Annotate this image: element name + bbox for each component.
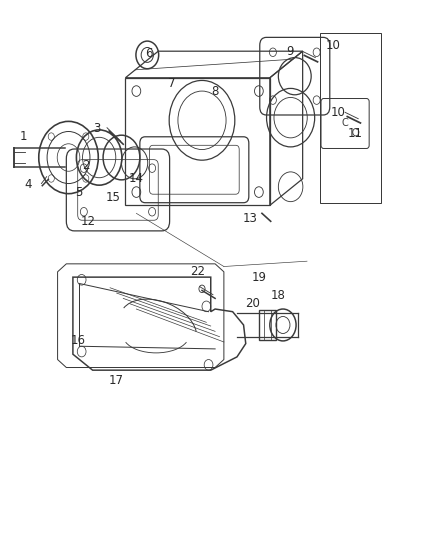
- Text: 3: 3: [93, 122, 100, 135]
- Text: 8: 8: [211, 85, 218, 98]
- Text: 10: 10: [329, 106, 344, 119]
- Text: 1: 1: [20, 130, 27, 143]
- Text: 19: 19: [251, 271, 266, 284]
- Text: 15: 15: [105, 191, 120, 204]
- Text: 9: 9: [285, 45, 293, 58]
- Text: 18: 18: [271, 289, 286, 302]
- Text: 13: 13: [242, 212, 257, 225]
- Text: 2: 2: [82, 159, 90, 172]
- Text: 16: 16: [71, 334, 86, 348]
- Text: 5: 5: [75, 185, 82, 199]
- Text: C: C: [341, 118, 348, 128]
- Text: 17: 17: [109, 374, 124, 387]
- Text: 7: 7: [167, 77, 175, 90]
- Text: 20: 20: [244, 297, 259, 310]
- Bar: [258, 310, 276, 340]
- Text: 4: 4: [24, 177, 32, 191]
- Text: 14: 14: [129, 172, 144, 185]
- Text: 6: 6: [145, 47, 152, 60]
- Text: 10: 10: [325, 39, 340, 52]
- Text: 11: 11: [347, 127, 362, 140]
- Text: 22: 22: [190, 265, 205, 278]
- Text: 12: 12: [81, 215, 95, 228]
